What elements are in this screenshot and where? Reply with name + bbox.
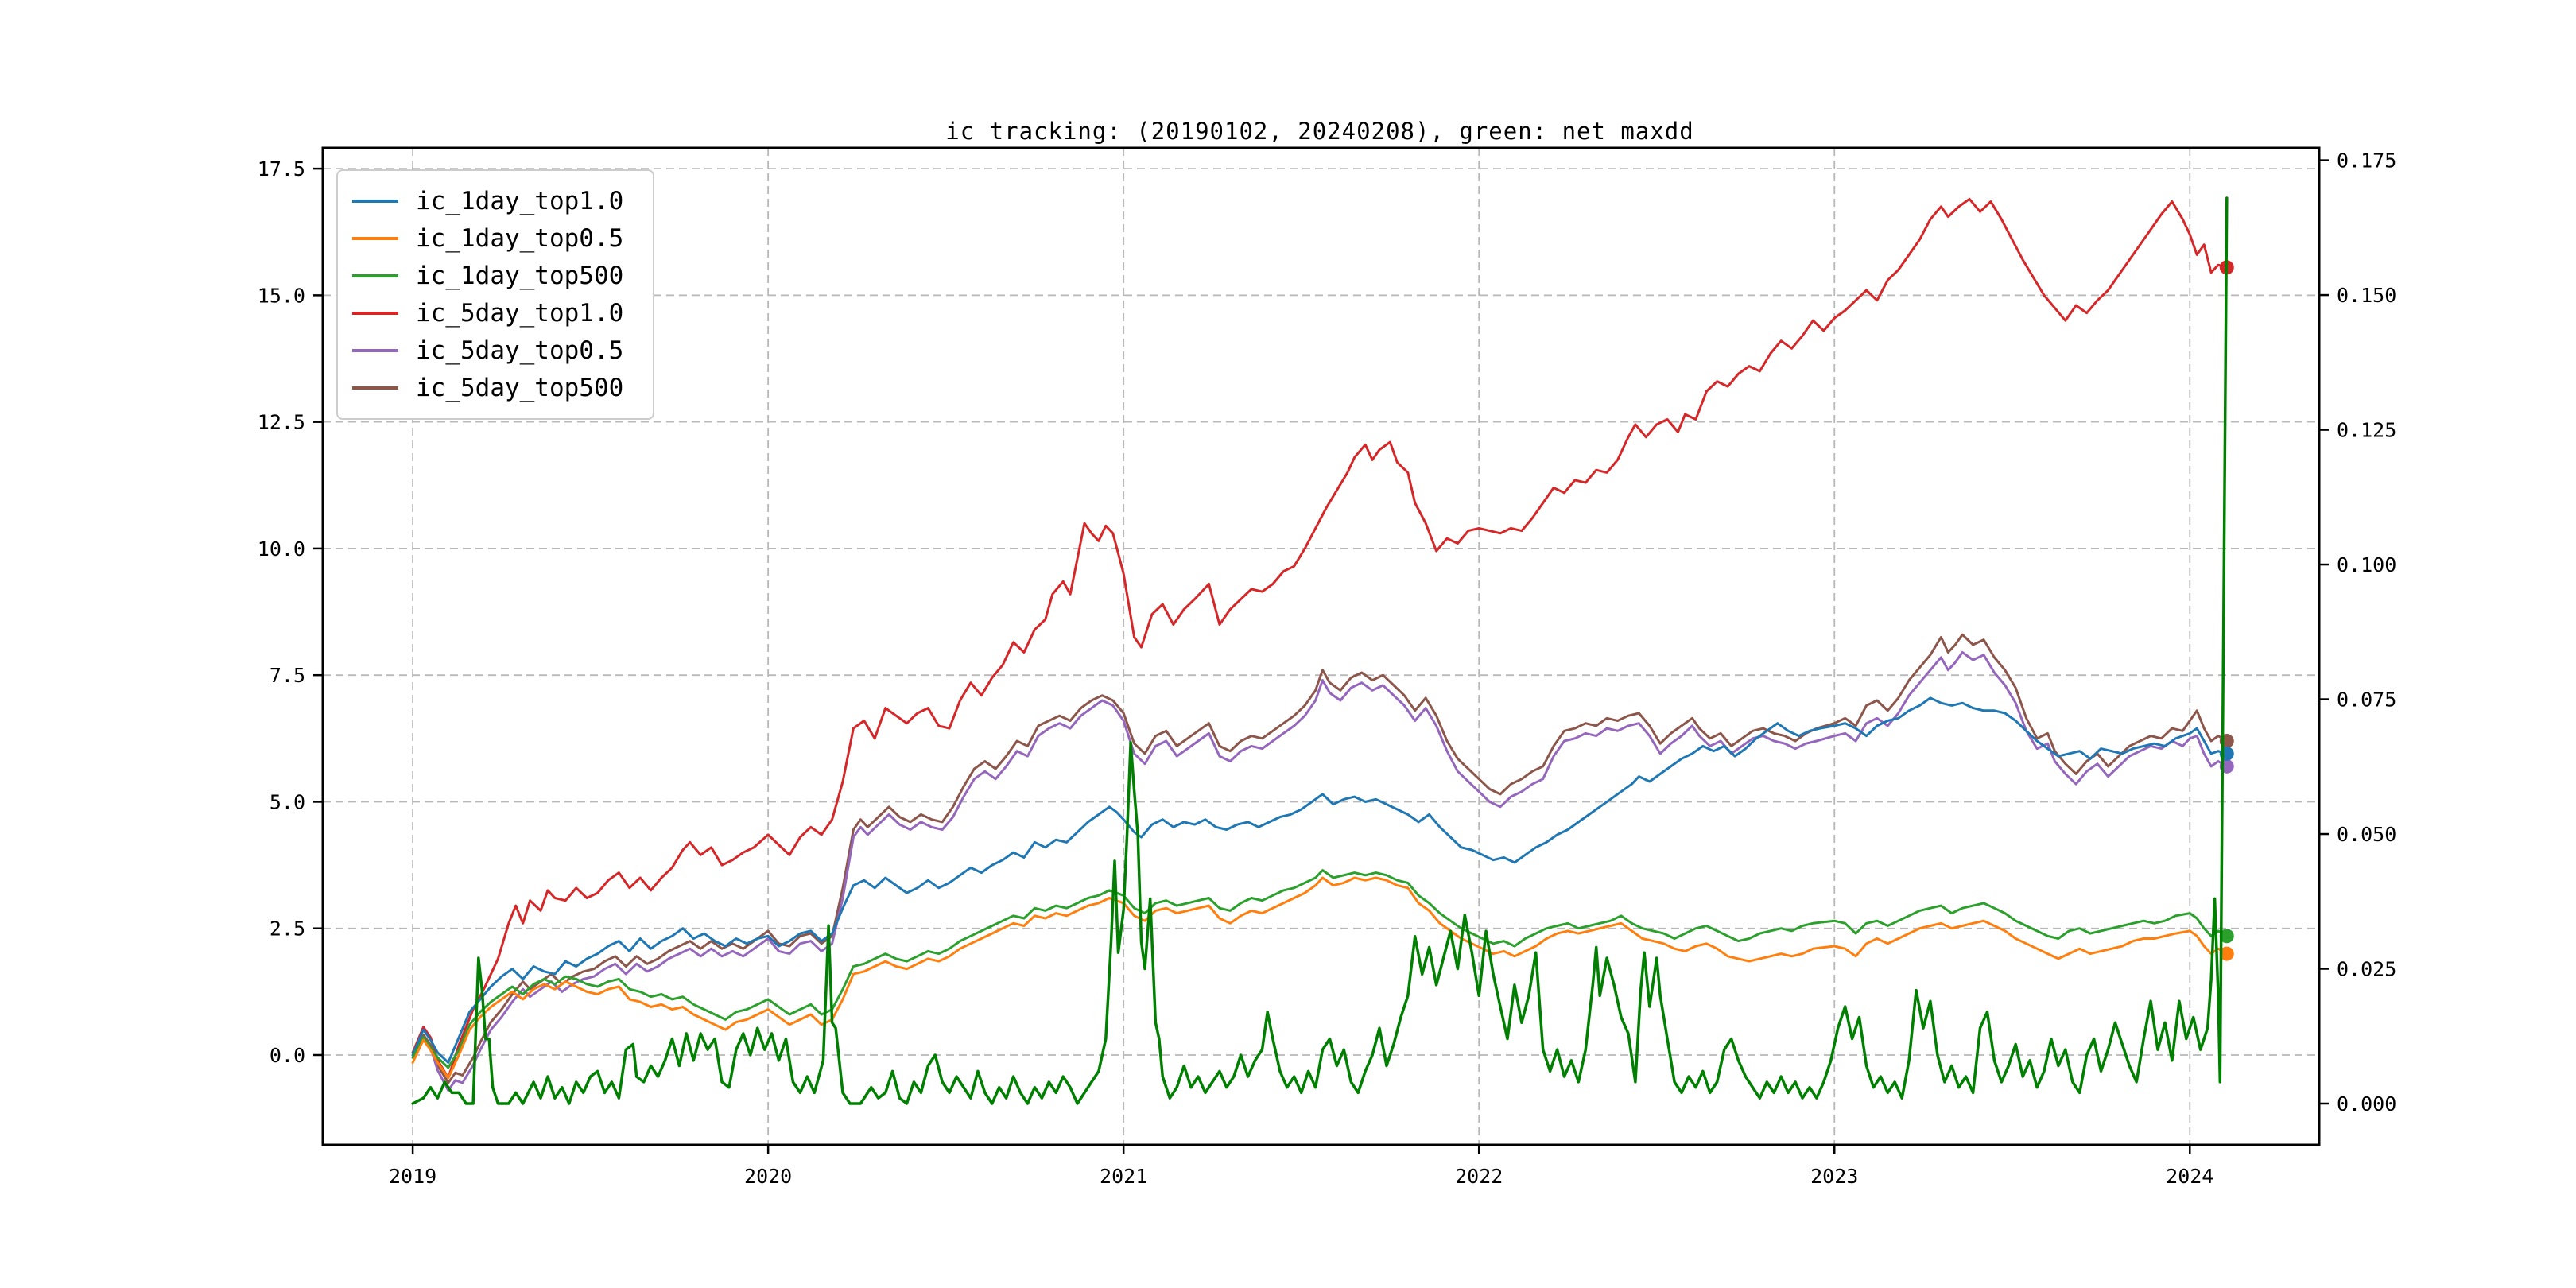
series-line-ic_1day_top1.0[interactable]: [411, 696, 2229, 1064]
legend-swatch-icon: [352, 274, 398, 277]
right-tick-label: 0.075: [2337, 689, 2396, 712]
x-tick-label: 2023: [1810, 1165, 1858, 1188]
series-line-ic_5day_top0.5[interactable]: [411, 651, 2229, 1092]
series-line-net_maxdd[interactable]: [411, 196, 2229, 1105]
left-tick-label: 15.0: [258, 284, 305, 307]
legend-swatch-icon: [352, 386, 398, 390]
series-end-dot-ic_1day_top0.5: [2219, 946, 2234, 961]
series-end-dot-ic_1day_top500: [2219, 929, 2234, 944]
series-line-ic_1day_top500[interactable]: [411, 869, 2229, 1069]
left-tick-label: 10.0: [258, 537, 305, 561]
legend-label: ic_5day_top500: [416, 373, 624, 402]
left-tick-label: 12.5: [258, 411, 305, 434]
legend-item-ic_1day_top1.0[interactable]: ic_1day_top1.0: [352, 182, 653, 219]
right-tick-label: 0.025: [2337, 958, 2396, 981]
legend-item-ic_5day_top500[interactable]: ic_5day_top500: [352, 369, 653, 406]
series-line-ic_1day_top0.5[interactable]: [411, 876, 2229, 1080]
legend-label: ic_1day_top500: [416, 261, 624, 290]
legend-item-ic_1day_top0.5[interactable]: ic_1day_top0.5: [352, 219, 653, 257]
right-tick-label: 0.050: [2337, 823, 2396, 846]
right-tick-label: 0.000: [2337, 1092, 2396, 1115]
right-tick-label: 0.175: [2337, 149, 2396, 173]
chart-title: ic tracking: (20190102, 20240208), green…: [945, 118, 1694, 145]
left-tick-label: 0.0: [270, 1044, 305, 1067]
axes-spine: [321, 146, 2321, 1146]
legend-swatch-icon: [352, 348, 398, 352]
legend-swatch-icon: [352, 311, 398, 315]
legend-label: ic_1day_top0.5: [416, 223, 624, 253]
left-tick-label: 5.0: [270, 790, 305, 813]
x-tick-label: 2024: [2166, 1165, 2213, 1188]
legend-item-ic_5day_top0.5[interactable]: ic_5day_top0.5: [352, 332, 653, 369]
left-tick-label: 7.5: [270, 664, 305, 687]
legend-swatch-icon: [352, 199, 398, 203]
left-tick-label: 17.5: [258, 157, 305, 180]
x-tick-label: 2020: [744, 1165, 792, 1188]
legend-item-ic_5day_top1.0[interactable]: ic_5day_top1.0: [352, 294, 653, 332]
left-tick-label: 2.5: [270, 918, 305, 941]
legend[interactable]: ic_1day_top1.0 ic_1day_top0.5 ic_1day_top5…: [336, 169, 654, 420]
right-tick-label: 0.100: [2337, 553, 2396, 576]
x-tick-label: 2019: [389, 1165, 436, 1188]
x-tick-label: 2022: [1455, 1165, 1503, 1188]
x-tick-label: 2021: [1100, 1165, 1147, 1188]
right-tick-label: 0.150: [2337, 284, 2396, 307]
series-line-ic_5day_top1.0[interactable]: [411, 197, 2229, 1080]
legend-swatch-icon: [352, 236, 398, 240]
legend-item-ic_1day_top500[interactable]: ic_1day_top500: [352, 257, 653, 294]
series-line-ic_5day_top500[interactable]: [411, 633, 2229, 1084]
legend-label: ic_5day_top1.0: [416, 298, 624, 328]
legend-label: ic_5day_top0.5: [416, 336, 624, 365]
right-tick-label: 0.125: [2337, 419, 2396, 442]
legend-label: ic_1day_top1.0: [416, 186, 624, 215]
